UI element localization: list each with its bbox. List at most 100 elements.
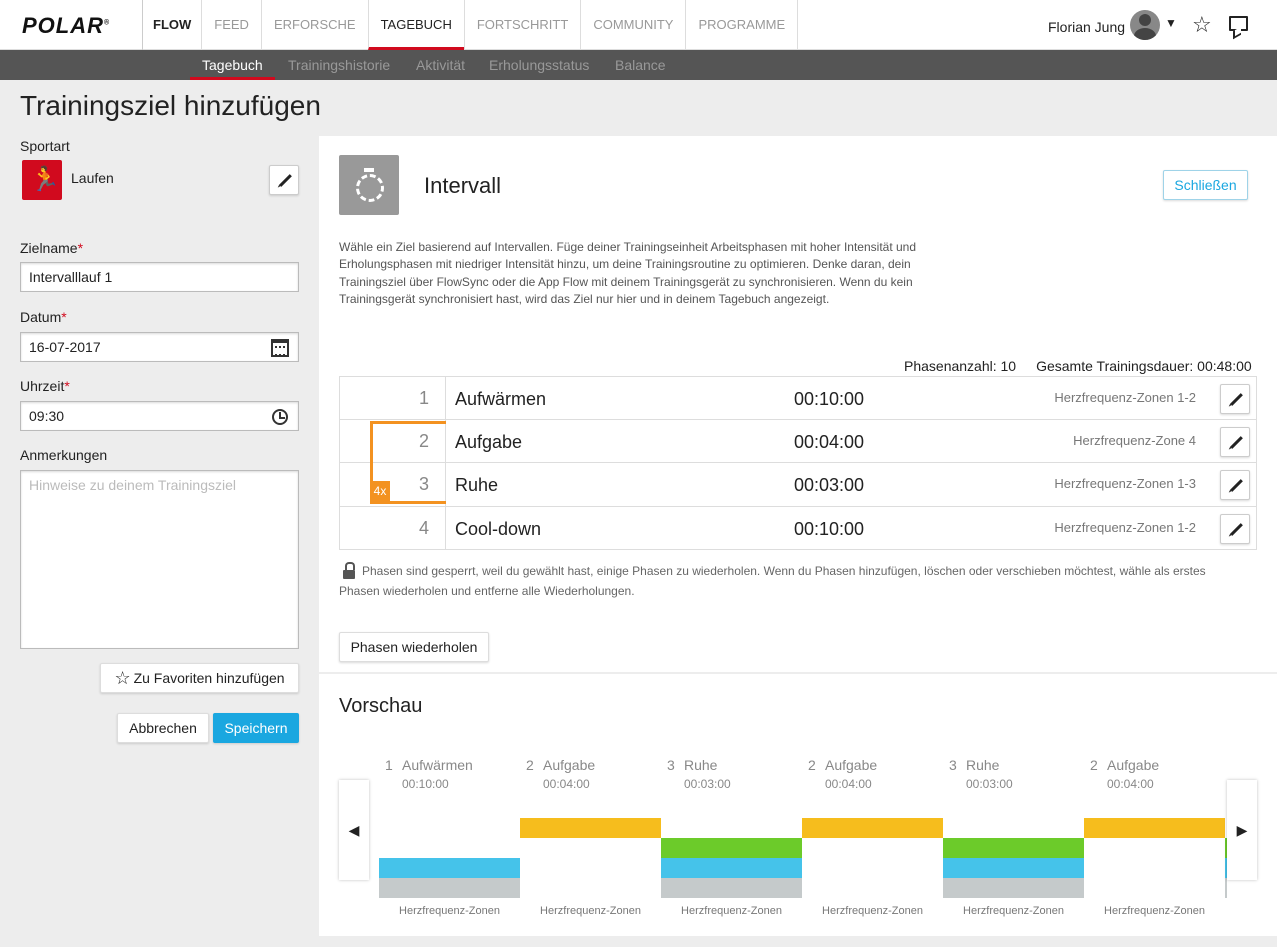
add-favorite-label: Zu Favoriten hinzufügen [133, 670, 285, 686]
phase-number: 1 [340, 377, 446, 420]
date-input[interactable] [20, 332, 299, 362]
subnav-aktivitaet[interactable]: Aktivität [416, 57, 466, 73]
segment-zone-label: Herzfrequenz-Zonen [1104, 905, 1205, 917]
interval-timer-icon [339, 155, 399, 215]
time-label: Uhrzeit* [20, 378, 70, 394]
notes-label: Anmerkungen [20, 447, 108, 463]
phase-name: Aufgabe [455, 432, 523, 452]
zone-bar [1225, 878, 1227, 898]
scroll-right-button[interactable]: ▶ [1227, 780, 1257, 880]
repeat-bracket [370, 421, 446, 504]
phase-duration: 00:04:00 [794, 432, 865, 452]
edit-phase-button[interactable] [1220, 470, 1250, 500]
segment-zone-label: Herzfrequenz-Zonen [963, 905, 1064, 917]
zone-bar [943, 838, 1084, 858]
chevron-down-icon[interactable]: ▼ [1165, 16, 1177, 30]
segment-duration: 00:04:00 [825, 777, 872, 791]
subnav-balance[interactable]: Balance [615, 57, 666, 73]
arrow-right-icon: ▶ [1236, 821, 1248, 838]
phase-zone: Herzfrequenz-Zonen 1-3 [1054, 476, 1196, 491]
add-favorite-button[interactable]: ☆ Zu Favoriten hinzufügen [100, 663, 299, 693]
segment-zone-label: Herzfrequenz-Zonen [399, 905, 500, 917]
edit-sport-button[interactable] [269, 165, 299, 195]
segment-name: Ruhe [684, 757, 718, 773]
nav-erforsche[interactable]: ERFORSCHE [260, 0, 368, 50]
phase-row: 4 Cool-down 00:10:00 Herzfrequenz-Zonen … [340, 507, 1256, 550]
segment-name: Aufgabe [543, 757, 596, 773]
pencil-icon [1230, 393, 1243, 406]
segment-number: 2 [808, 757, 816, 773]
subnav-tagebuch[interactable]: Tagebuch [190, 50, 275, 80]
messages-icon[interactable] [1229, 16, 1248, 31]
nav-fortschritt[interactable]: FORTSCHRITT [463, 0, 580, 50]
phase-zone: Herzfrequenz-Zonen 1-2 [1054, 390, 1196, 405]
phase-table: 1 Aufwärmen 00:10:00 Herzfrequenz-Zonen … [339, 376, 1257, 550]
edit-phase-button[interactable] [1220, 514, 1250, 544]
phase-number: 3 [340, 463, 446, 506]
top-navigation: POLAR® FLOW FEED ERFORSCHE TAGEBUCH FORT… [0, 0, 1277, 50]
nav-feed[interactable]: FEED [201, 0, 261, 50]
segment-name: Aufgabe [1107, 757, 1160, 773]
zone-bar [379, 878, 520, 898]
zone-bar [661, 858, 802, 878]
date-label: Datum* [20, 309, 67, 325]
scroll-left-button[interactable]: ◀ [339, 780, 369, 880]
sport-value: Laufen [71, 170, 114, 186]
close-button[interactable]: Schließen [1163, 170, 1248, 200]
subnav-erholungsstatus[interactable]: Erholungsstatus [489, 57, 590, 73]
zone-bar [661, 838, 802, 858]
user-name[interactable]: Florian Jung [1048, 19, 1126, 35]
edit-phase-button[interactable] [1220, 384, 1250, 414]
phase-name: Ruhe [455, 475, 499, 495]
preview-title: Vorschau [339, 695, 423, 717]
save-button[interactable]: Speichern [213, 713, 299, 743]
segment-duration: 00:04:00 [1107, 777, 1154, 791]
polar-logo[interactable]: POLAR® [22, 13, 111, 38]
phase-row: 3 Ruhe 00:03:00 Herzfrequenz-Zonen 1-3 [340, 463, 1256, 507]
segment-duration: 00:04:00 [543, 777, 590, 791]
time-input[interactable] [20, 401, 299, 431]
segment-zone-label: Herzfrequenz-Zonen [681, 905, 782, 917]
arrow-left-icon: ◀ [348, 821, 360, 838]
segment-duration: 00:10:00 [402, 777, 449, 791]
phase-number: 4 [340, 507, 446, 550]
segment-number: 1 [385, 757, 393, 773]
page-title: Trainingsziel hinzufügen [20, 90, 321, 121]
segment-zone-label: Herzfrequenz-Zonen [1225, 905, 1227, 917]
nav-programme[interactable]: PROGRAMME [685, 0, 799, 50]
segment-name: Aufgabe [825, 757, 878, 773]
notes-textarea[interactable] [20, 470, 299, 649]
runner-icon: 🏃 [30, 166, 60, 193]
lock-icon [343, 562, 355, 579]
subnav-trainingshistorie[interactable]: Trainingshistorie [288, 57, 391, 73]
nav-community[interactable]: COMMUNITY [580, 0, 685, 50]
cancel-button[interactable]: Abbrechen [117, 713, 209, 743]
pencil-icon [279, 174, 292, 187]
segment-name: Aufwärmen [402, 757, 473, 773]
phase-zone: Herzfrequenz-Zonen 1-2 [1054, 520, 1196, 535]
zone-bar [802, 818, 943, 838]
nav-tagebuch[interactable]: TAGEBUCH [367, 0, 464, 50]
lock-note: Phasen sind gesperrt, weil du gewählt ha… [339, 564, 1206, 598]
favorites-star-icon[interactable]: ☆ [1192, 12, 1212, 37]
flow-brand[interactable]: FLOW [142, 0, 201, 50]
sport-label: Sportart [20, 138, 70, 154]
repeat-phases-button[interactable]: Phasen wiederholen [339, 632, 489, 662]
phase-duration: 00:10:00 [794, 519, 865, 539]
phase-zone: Herzfrequenz-Zone 4 [1073, 433, 1196, 448]
goal-name-input[interactable] [20, 262, 299, 292]
segment-zone-label: Herzfrequenz-Zonen [540, 905, 641, 917]
phase-duration: 00:10:00 [794, 389, 865, 409]
preview-segment: 2 Aufgabe 00:04:00 Herzfrequenz-Zonen [520, 750, 661, 930]
zone-bar [661, 878, 802, 898]
clock-icon[interactable] [272, 409, 288, 425]
calendar-icon[interactable] [271, 339, 289, 357]
edit-phase-button[interactable] [1220, 427, 1250, 457]
avatar[interactable] [1130, 10, 1160, 40]
phase-duration: 00:03:00 [794, 475, 865, 495]
segment-zone-label: Herzfrequenz-Zonen [822, 905, 923, 917]
interval-panel [319, 136, 1277, 672]
preview-segment: 1 Aufwärmen 00:10:00 Herzfrequenz-Zonen [379, 750, 520, 930]
